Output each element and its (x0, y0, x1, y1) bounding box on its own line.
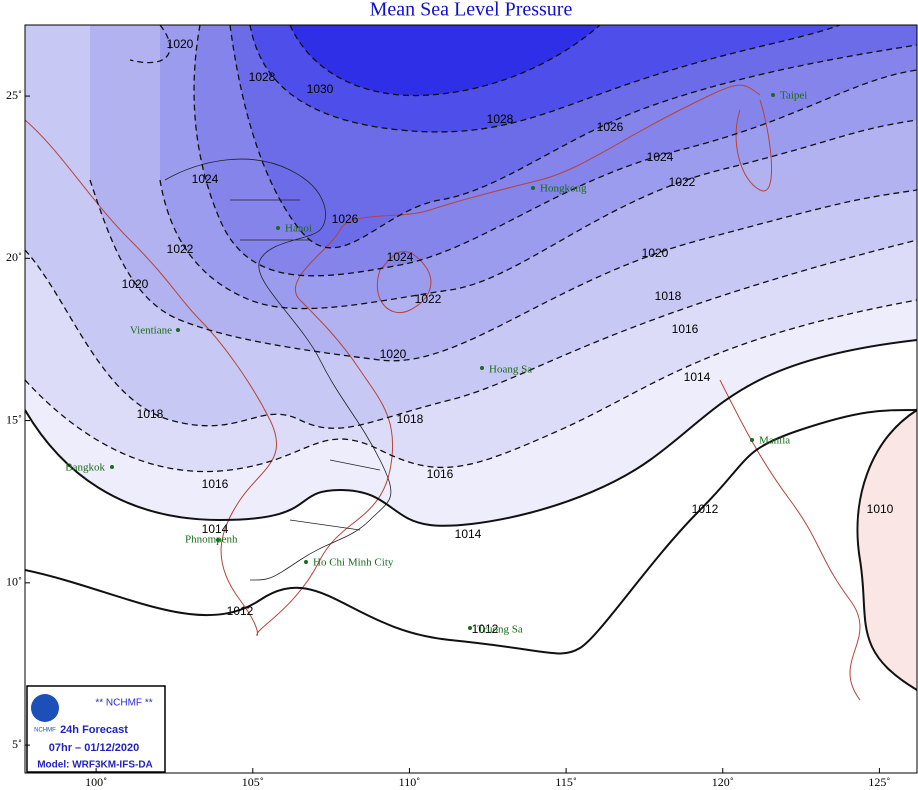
map-frame (24, 24, 918, 774)
isobar-label: 1020 (642, 246, 669, 260)
isobar-label: 1012 (692, 502, 719, 516)
isobar-label: 1014 (455, 527, 482, 541)
city-label: Hoang Sa (489, 364, 532, 376)
isobar-label: 1022 (167, 242, 194, 256)
city-dot (468, 626, 472, 630)
city-dot (750, 438, 754, 442)
isobar-label: 1020 (167, 37, 194, 51)
city-label: Bangkok (65, 462, 105, 474)
isobar-label: 1030 (307, 82, 334, 96)
y-tick-label: 25˚ (6, 88, 22, 102)
city-dot (176, 328, 180, 332)
isobar-labels: 1020 1028 1030 1028 1026 1024 1022 1024 … (122, 37, 894, 636)
legend-forecast: 24h Forecast (60, 724, 128, 736)
city-label: Ho Chi Minh City (313, 557, 394, 569)
isobar (856, 409, 917, 691)
isobar-label: 1016 (202, 477, 229, 491)
band (857, 410, 917, 690)
isobar-label: 1024 (192, 172, 219, 186)
x-tick-label: 100˚ (85, 775, 107, 789)
y-tick-label: 15˚ (6, 412, 22, 426)
isobar-label: 1024 (647, 150, 674, 164)
cities: Taipei Hongkong Hanoi Vientiane Hoang Sa… (65, 90, 807, 636)
city-dot (771, 93, 775, 97)
isobar-label: 1028 (249, 70, 276, 84)
city-label: Phnompenh (185, 534, 238, 546)
isobar (25, 409, 917, 655)
legend-box: NCHMF ** NCHMF ** 24h Forecast 07hr – 01… (26, 685, 166, 773)
isobar (89, 179, 917, 362)
city-label: Vientiane (130, 325, 172, 337)
isobar-label: 1026 (332, 212, 359, 226)
isobar (25, 339, 917, 527)
isobar (289, 25, 601, 97)
logo-text: NCHMF (34, 728, 56, 734)
city-label: Hongkong (540, 183, 587, 195)
y-tick-label: 5˚ (12, 737, 22, 751)
city-dot (276, 226, 280, 230)
isobar-label: 1028 (487, 112, 514, 126)
city-dot (531, 186, 535, 190)
isobar (25, 239, 917, 429)
isobar-label: 1014 (684, 370, 711, 384)
x-tick-label: 110˚ (399, 775, 421, 789)
y-tick-label: 20˚ (6, 250, 22, 264)
isobar-label: 1016 (427, 467, 454, 481)
city-dot (304, 560, 308, 564)
city-label: Truong Sa (477, 624, 523, 636)
isobar-label: 1014 (202, 522, 229, 536)
isobar-label: 1022 (669, 175, 696, 189)
title: Mean Sea Level Pressure (370, 0, 573, 21)
city-dot (110, 465, 114, 469)
isobar-label: 1010 (867, 502, 894, 516)
x-tick-label: 125˚ (868, 775, 890, 789)
isobar-label: 1012 (227, 604, 254, 618)
isobar-label: 1020 (380, 347, 407, 361)
x-tick-label: 105˚ (242, 775, 264, 789)
city-label: Taipei (780, 90, 807, 102)
isobar (129, 25, 171, 64)
legend-model: Model: WRF3KM-IFS-DA (37, 760, 153, 771)
map-area: 1020 1028 1030 1028 1026 1024 1022 1024 … (25, 25, 917, 773)
logo (31, 694, 59, 722)
city-dot (480, 366, 484, 370)
isobar-label: 1018 (137, 407, 164, 421)
isobar-label: 1026 (597, 120, 624, 134)
isobar (249, 25, 841, 133)
isobar-label: 1022 (415, 292, 442, 306)
isobar-label: 1020 (122, 277, 149, 291)
city-label: Hanoi (285, 223, 312, 235)
isobar-label: 1012 (472, 622, 499, 636)
coastline (25, 84, 861, 701)
y-tick-label: 10˚ (6, 575, 22, 589)
isobar-label: 1018 (655, 289, 682, 303)
border (164, 158, 392, 581)
band (290, 25, 600, 96)
legend-agency: ** NCHMF ** (95, 698, 152, 709)
axes: 100˚ 105˚ 110˚ 115˚ 120˚ 125˚ 25˚ 20˚ 15˚ 10˚ 5˚ (6, 88, 890, 789)
isobar (25, 299, 917, 473)
isobar-label: 1016 (672, 322, 699, 336)
isobar (193, 25, 917, 277)
isobar (159, 119, 917, 310)
legend-time: 07hr – 01/12/2020 (49, 742, 140, 754)
city-dot (216, 538, 220, 542)
x-tick-label: 120˚ (712, 775, 734, 789)
isobar-label: 1024 (387, 250, 414, 264)
city-label: Manila (759, 435, 790, 447)
isobar-label: 1018 (397, 412, 424, 426)
x-tick-label: 115˚ (555, 775, 577, 789)
isobar (229, 25, 917, 249)
